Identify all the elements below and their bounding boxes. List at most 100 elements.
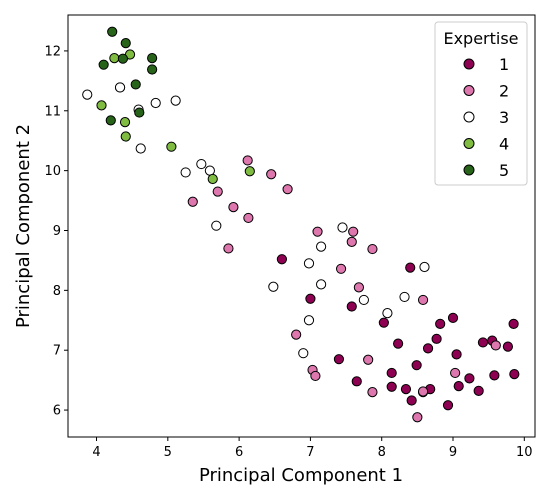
- scatter-point-expertise-3: [337, 222, 348, 233]
- scatter-point-expertise-3: [114, 82, 126, 93]
- legend-label-2: 2: [499, 82, 509, 101]
- y-tick-label: 7: [53, 344, 61, 359]
- legend: Expertise 1 2 3 4 5: [434, 21, 528, 186]
- scatter-point-expertise-2: [353, 282, 364, 293]
- legend-title: Expertise: [443, 29, 518, 48]
- legend-entries: 1 2 3 4 5: [463, 55, 509, 180]
- scatter-point-expertise-3: [358, 294, 369, 306]
- legend-label-3: 3: [499, 108, 509, 127]
- scatter-point-expertise-1: [351, 376, 362, 387]
- scatter-point-expertise-1: [508, 318, 519, 329]
- scatter-point-expertise-3: [180, 167, 191, 178]
- y-tick-label: 10: [44, 164, 61, 179]
- scatter-point-expertise-5: [105, 115, 116, 126]
- scatter-point-expertise-3: [316, 241, 327, 252]
- scatter-point-expertise-5: [134, 107, 145, 118]
- scatter-point-expertise-2: [228, 202, 239, 213]
- plot-frame: [67, 14, 536, 438]
- scatter-point-expertise-1: [473, 385, 484, 397]
- legend-label-1: 1: [499, 55, 509, 74]
- scatter-point-expertise-3: [399, 291, 410, 303]
- scatter-point-expertise-1: [435, 318, 446, 329]
- scatter-point-expertise-3: [382, 307, 393, 319]
- scatter-point-expertise-4: [120, 131, 131, 142]
- points-layer: [82, 26, 520, 423]
- scatter-point-expertise-1: [451, 349, 462, 360]
- scatter-point-expertise-4: [96, 100, 107, 111]
- y-tick-label: 6: [53, 404, 61, 419]
- scatter-point-expertise-1: [276, 254, 287, 265]
- scatter-point-expertise-4: [244, 166, 255, 177]
- scatter-point-expertise-2: [212, 186, 223, 197]
- scatter-point-expertise-1: [489, 370, 500, 381]
- scatter-point-expertise-1: [346, 301, 357, 312]
- scatter-point-expertise-2: [310, 370, 321, 382]
- scatter-point-expertise-1: [464, 373, 475, 384]
- scatter-point-expertise-1: [453, 381, 464, 392]
- scatter-point-expertise-3: [170, 95, 181, 106]
- legend-label-5: 5: [499, 161, 509, 180]
- scatter-point-expertise-2: [412, 412, 423, 423]
- x-tick-label: 10: [516, 445, 533, 460]
- x-tick-label: 5: [164, 445, 172, 460]
- scatter-point-expertise-1: [422, 343, 434, 354]
- scatter-point-expertise-3: [135, 143, 146, 154]
- y-tick-label: 12: [44, 44, 61, 59]
- legend-marker-1: [463, 58, 475, 70]
- scatter-point-expertise-3: [303, 258, 315, 269]
- scatter-point-expertise-5: [147, 64, 158, 75]
- scatter-point-expertise-2: [348, 226, 359, 237]
- scatter-point-expertise-2: [312, 226, 323, 237]
- scatter-point-expertise-5: [98, 59, 109, 70]
- scatter-point-expertise-2: [363, 354, 374, 365]
- scatter-point-expertise-5: [147, 52, 158, 64]
- y-tick-label: 8: [53, 284, 61, 299]
- scatter-point-expertise-4: [207, 173, 218, 185]
- x-tick-label: 4: [92, 445, 100, 460]
- scatter-point-expertise-3: [150, 97, 161, 109]
- x-tick-label: 8: [378, 445, 386, 460]
- scatter-point-expertise-1: [386, 381, 397, 392]
- scatter-point-expertise-2: [367, 387, 378, 398]
- scatter-point-expertise-1: [431, 333, 442, 344]
- scatter-point-expertise-3: [419, 261, 430, 273]
- scatter-point-expertise-1: [509, 369, 520, 380]
- legend-marker-3: [463, 111, 475, 123]
- scatter-point-expertise-3: [316, 279, 327, 290]
- scatter-point-expertise-2: [266, 169, 277, 180]
- scatter-point-expertise-3: [204, 165, 215, 176]
- y-axis-title: Principal Component 2: [13, 124, 34, 328]
- scatter-point-expertise-5: [130, 79, 141, 90]
- scatter-point-expertise-1: [333, 354, 345, 365]
- scatter-point-expertise-3: [268, 281, 279, 292]
- scatter-point-expertise-1: [393, 338, 404, 349]
- legend-marker-4: [463, 138, 475, 149]
- scatter-point-expertise-1: [406, 395, 417, 406]
- legend-marker-2: [463, 85, 475, 96]
- x-axis-title: Principal Component 1: [199, 465, 403, 486]
- scatter-point-expertise-2: [187, 196, 198, 207]
- scatter-point-expertise-1: [386, 367, 397, 379]
- scatter-point-expertise-1: [305, 293, 316, 304]
- scatter-point-expertise-2: [346, 236, 357, 247]
- scatter-point-expertise-5: [120, 38, 131, 49]
- scatter-point-expertise-4: [166, 141, 177, 152]
- scatter-point-expertise-5: [107, 26, 118, 37]
- scatter-point-expertise-1: [400, 384, 412, 395]
- x-tick-label: 9: [449, 445, 457, 460]
- scatter-point-expertise-2: [417, 294, 429, 306]
- scatter-point-expertise-2: [242, 155, 253, 166]
- legend-label-4: 4: [499, 135, 509, 154]
- scatter-point-expertise-1: [378, 317, 389, 328]
- scatter-point-expertise-2: [291, 329, 302, 340]
- scatter-point-expertise-2: [490, 340, 501, 351]
- scatter-point-expertise-3: [196, 158, 207, 170]
- scatter-point-expertise-5: [117, 53, 128, 64]
- scatter-point-expertise-2: [243, 212, 254, 224]
- scatter-point-expertise-2: [450, 367, 461, 379]
- x-axis: 4 5 6 7 8 9 10: [92, 437, 533, 460]
- scatter-point-expertise-2: [282, 184, 293, 195]
- scatter-point-expertise-4: [109, 52, 120, 64]
- scatter-point-expertise-2: [335, 263, 347, 274]
